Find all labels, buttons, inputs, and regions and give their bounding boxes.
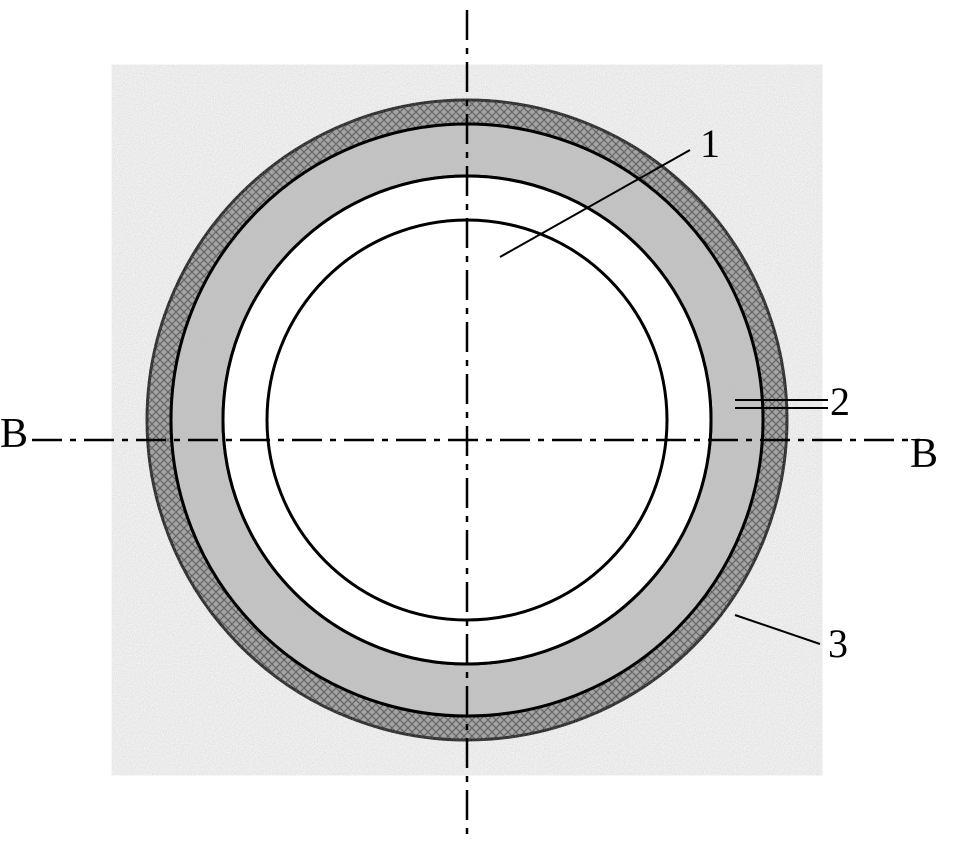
- label-3: 3: [828, 620, 848, 667]
- leader-3: [735, 615, 820, 644]
- label-1: 1: [700, 120, 720, 167]
- label-b-right: B: [910, 430, 938, 478]
- diagram-canvas: [0, 0, 959, 853]
- label-2: 2: [830, 378, 850, 425]
- label-b-left: B: [0, 410, 28, 458]
